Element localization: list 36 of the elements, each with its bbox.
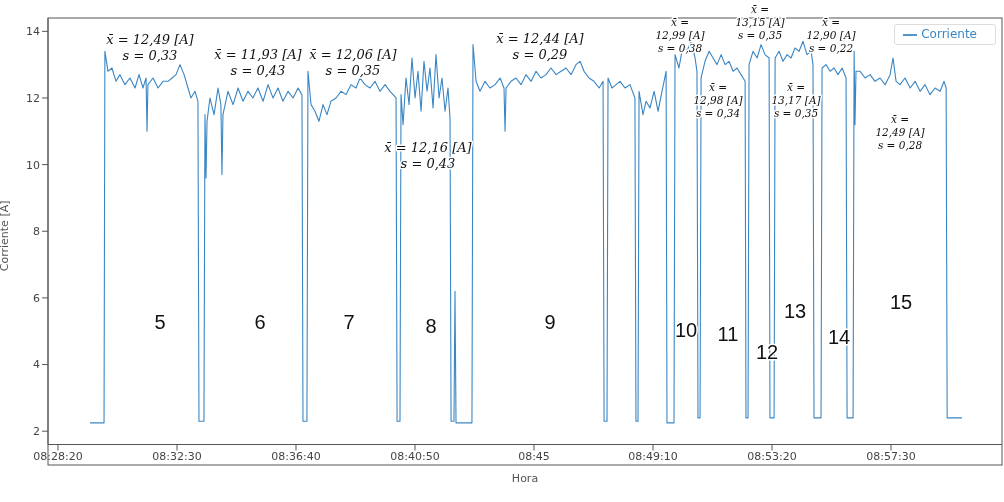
y-axis-title: Corriente [A]	[0, 200, 11, 272]
x-tick-label: 08:36:40	[271, 450, 321, 464]
annotation: 8	[425, 315, 437, 337]
x-tick-label: 08:28:20	[33, 450, 83, 464]
annotation: x̄ = 12,44 [A] s = 0,29	[496, 30, 585, 62]
y-tick-label: 2	[33, 425, 40, 439]
y-tick-label: 4	[33, 358, 40, 372]
annotation: x̄ = 12,98 [A] s = 0,34	[693, 80, 744, 119]
annotation: x̄ = 12,49 [A] s = 0,28	[875, 112, 926, 151]
x-tick-label: 08:32:30	[152, 450, 202, 464]
x-tick-label: 08:53:20	[747, 450, 797, 464]
annotation: 7	[343, 311, 355, 333]
annotation: x̄ = 11,93 [A] s = 0,43	[214, 46, 303, 78]
annotation: 5	[154, 311, 166, 333]
annotation: 10	[674, 319, 698, 341]
y-tick-label: 8	[33, 225, 40, 239]
annotation: x̄ = 12,90 [A] s = 0,22	[806, 15, 857, 54]
annotation: 9	[544, 311, 556, 333]
x-tick-label: 08:45	[518, 450, 550, 464]
annotation: x̄ = 13,15 [A] s = 0,35	[735, 2, 786, 41]
annotation: 13	[783, 300, 807, 322]
annotation: x̄ = 12,06 [A] s = 0,35	[309, 46, 398, 78]
x-tick-label: 08:49:10	[628, 450, 678, 464]
y-tick-label: 12	[26, 91, 40, 105]
annotation: 6	[254, 311, 266, 333]
y-tick-label: 14	[26, 25, 40, 39]
annotation: x̄ = 13,17 [A] s = 0,35	[771, 80, 822, 119]
x-tick-label: 08:40:50	[390, 450, 440, 464]
x-axis-title: Hora	[511, 471, 539, 485]
y-tick-label: 6	[33, 291, 40, 305]
y-tick-label: 10	[26, 158, 40, 172]
annotation: 11	[717, 323, 739, 345]
x-tick-label: 08:57:30	[866, 450, 916, 464]
annotation: 15	[889, 291, 913, 313]
annotation: x̄ = 12,49 [A] s = 0,33	[106, 31, 195, 63]
legend-label: Corriente	[921, 27, 977, 41]
